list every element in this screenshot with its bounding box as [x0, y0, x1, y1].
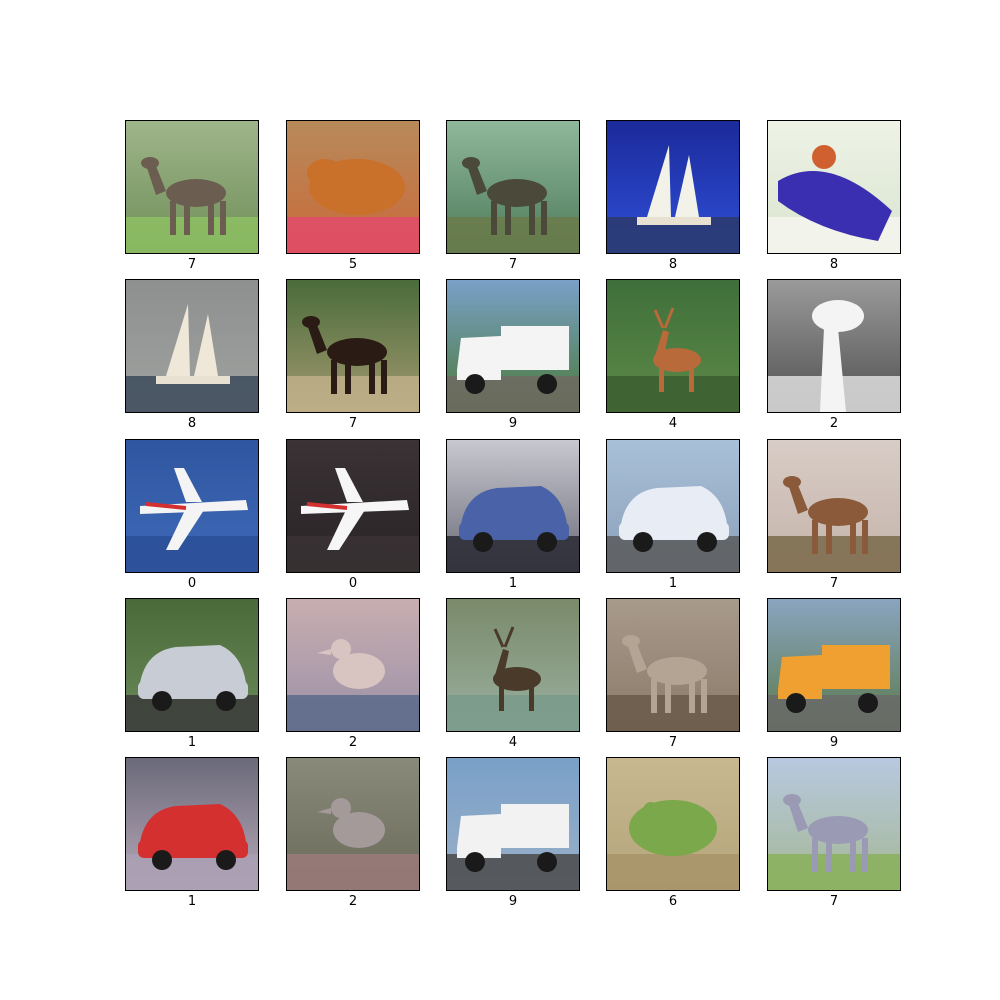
image-label: 2	[767, 416, 901, 432]
grid-cell: 2	[286, 598, 420, 751]
airplane-image	[286, 439, 420, 573]
horse-image	[446, 120, 580, 254]
grid-cell: 9	[446, 757, 580, 910]
image-label: 8	[767, 257, 901, 273]
grid-cell: 7	[446, 120, 580, 273]
grid-cell: 2	[767, 279, 901, 432]
image-label: 8	[606, 257, 740, 273]
sailboat-image	[125, 279, 259, 413]
grid-cell: 1	[446, 439, 580, 592]
grid-cell: 7	[125, 120, 259, 273]
image-label: 7	[125, 257, 259, 273]
deer-image	[606, 279, 740, 413]
truck-image	[446, 757, 580, 891]
horse-image	[767, 439, 901, 573]
grid-cell: 9	[446, 279, 580, 432]
image-label: 9	[446, 894, 580, 910]
image-label: 1	[446, 576, 580, 592]
airplane-image	[125, 439, 259, 573]
car-image	[446, 439, 580, 573]
image-label: 7	[767, 894, 901, 910]
grid-cell: 7	[767, 757, 901, 910]
frog-image	[606, 757, 740, 891]
image-label: 2	[286, 894, 420, 910]
image-label: 6	[606, 894, 740, 910]
grid-cell: 0	[286, 439, 420, 592]
grid-cell: 8	[606, 120, 740, 273]
grid-cell: 6	[606, 757, 740, 910]
ostrich-image	[767, 279, 901, 413]
grid-cell: 2	[286, 757, 420, 910]
car-image	[125, 757, 259, 891]
bird-image	[286, 757, 420, 891]
horse-image	[767, 757, 901, 891]
horse-image	[125, 120, 259, 254]
grid-cell: 0	[125, 439, 259, 592]
dog-image	[286, 120, 420, 254]
boat-image	[767, 120, 901, 254]
image-label: 4	[606, 416, 740, 432]
truck-image	[446, 279, 580, 413]
image-label: 7	[286, 416, 420, 432]
image-label: 2	[286, 735, 420, 751]
grid-cell: 8	[767, 120, 901, 273]
grid-cell: 1	[606, 439, 740, 592]
image-label: 9	[767, 735, 901, 751]
image-label: 7	[767, 576, 901, 592]
grid-cell: 7	[286, 279, 420, 432]
image-label: 7	[606, 735, 740, 751]
image-label: 9	[446, 416, 580, 432]
van-image	[125, 598, 259, 732]
grid-cell: 1	[125, 598, 259, 751]
truck-image	[767, 598, 901, 732]
image-label: 8	[125, 416, 259, 432]
image-label: 5	[286, 257, 420, 273]
police-car-image	[606, 439, 740, 573]
ship-image	[606, 120, 740, 254]
image-label: 0	[286, 576, 420, 592]
image-label: 0	[125, 576, 259, 592]
horse-image	[286, 279, 420, 413]
image-label: 1	[606, 576, 740, 592]
horse-image	[606, 598, 740, 732]
grid-cell: 1	[125, 757, 259, 910]
deer-image	[446, 598, 580, 732]
grid-cell: 5	[286, 120, 420, 273]
image-label: 1	[125, 894, 259, 910]
image-label: 4	[446, 735, 580, 751]
grid-cell: 9	[767, 598, 901, 751]
grid-cell: 7	[606, 598, 740, 751]
bird-image	[286, 598, 420, 732]
grid-cell: 8	[125, 279, 259, 432]
grid-cell: 7	[767, 439, 901, 592]
image-label: 1	[125, 735, 259, 751]
image-label: 7	[446, 257, 580, 273]
grid-cell: 4	[446, 598, 580, 751]
grid-cell: 4	[606, 279, 740, 432]
